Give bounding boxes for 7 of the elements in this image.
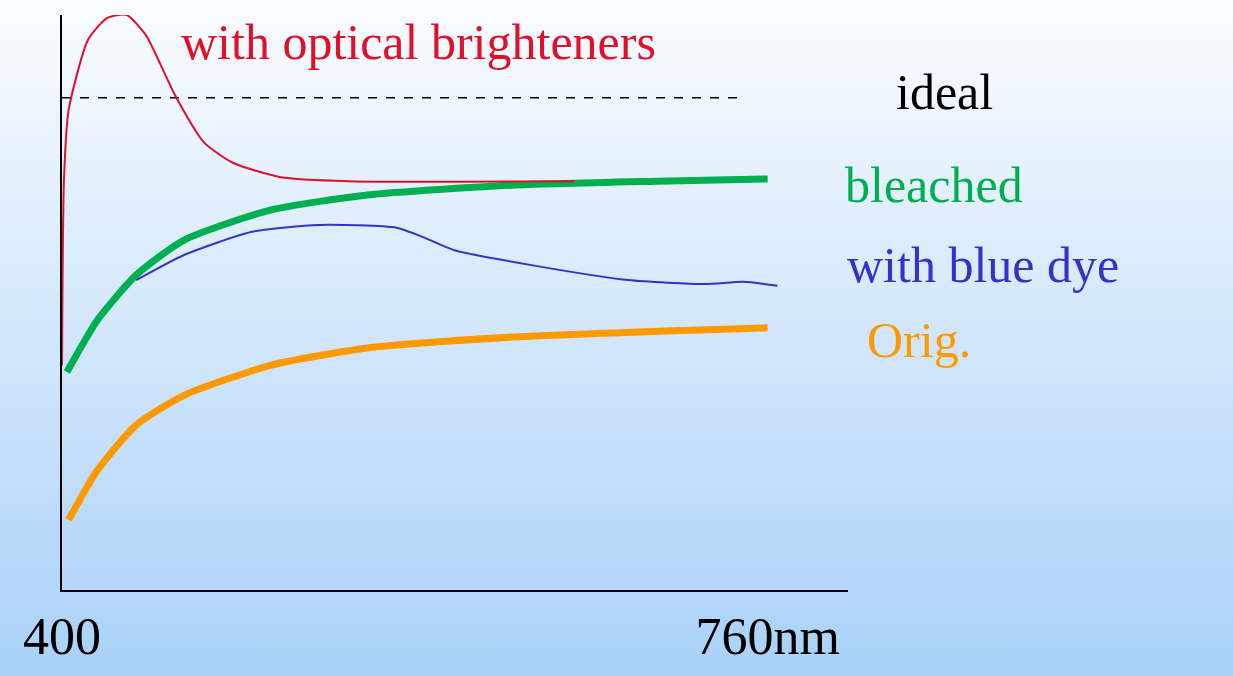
series-label: bleached	[845, 157, 1023, 213]
x-tick-label: 400	[23, 608, 101, 666]
x-tick-label: 760nm	[695, 608, 840, 666]
text: ideal	[896, 64, 994, 120]
series-label: with optical brighteners	[181, 14, 656, 70]
text: Orig.	[867, 312, 972, 368]
series-label: with blue dye	[847, 237, 1120, 293]
